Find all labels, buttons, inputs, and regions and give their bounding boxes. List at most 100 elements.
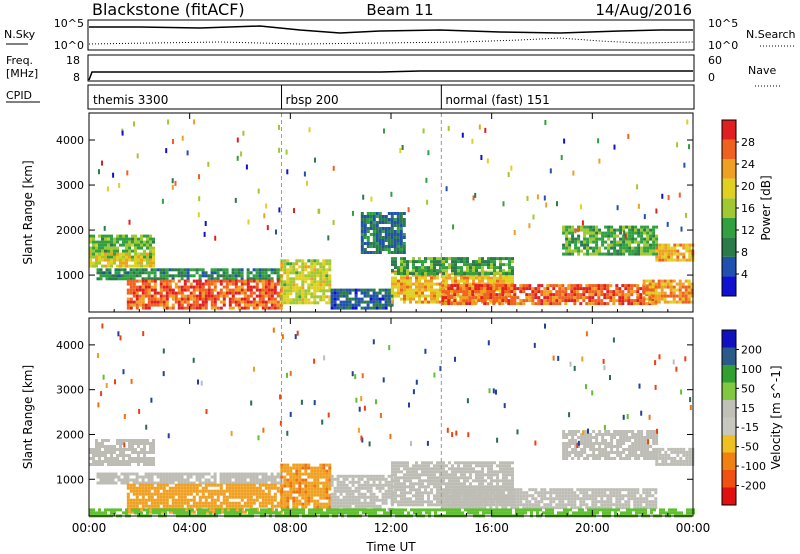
data-cell [403, 276, 406, 280]
data-cell [400, 503, 403, 507]
data-cell [225, 504, 229, 508]
data-cell [101, 463, 104, 466]
data-cell [110, 445, 113, 448]
data-cell [204, 495, 208, 499]
scatter-echo [627, 133, 630, 139]
data-cell [137, 454, 140, 457]
data-cell [366, 212, 370, 215]
data-cell [116, 463, 119, 466]
data-cell [375, 245, 379, 248]
data-cell [95, 249, 98, 253]
data-cell [565, 225, 569, 229]
data-cell [658, 252, 662, 256]
data-cell [441, 506, 445, 510]
scatter-echo [207, 161, 210, 167]
data-cell [246, 274, 250, 278]
data-cell [234, 483, 238, 487]
data-cell [508, 479, 511, 483]
data-cell [316, 487, 320, 491]
data-cell [502, 272, 505, 276]
data-cell [289, 481, 293, 485]
data-cell [504, 497, 508, 501]
data-cell [406, 276, 409, 280]
data-cell [141, 483, 145, 487]
data-cell [325, 502, 329, 506]
data-cell [342, 495, 346, 499]
data-cell [505, 276, 508, 280]
data-cell [222, 492, 226, 496]
scatter-echo [643, 214, 646, 220]
data-cell [316, 499, 320, 503]
data-region [655, 243, 695, 262]
data-cell [457, 269, 460, 273]
data-cell [213, 492, 217, 496]
data-cell [391, 276, 394, 280]
data-cell [99, 475, 103, 479]
scatter-echo [171, 184, 174, 190]
data-cell [92, 451, 95, 454]
data-cell [570, 287, 574, 291]
data-cell [228, 475, 232, 479]
data-cell [399, 251, 403, 254]
data-cell [603, 293, 607, 297]
data-cell [134, 451, 137, 454]
data-cell [246, 475, 250, 479]
data-cell [168, 279, 172, 283]
data-cell [673, 246, 677, 250]
data-cell [453, 299, 457, 303]
data-cell [522, 299, 526, 303]
data-cell [147, 504, 151, 508]
data-cell [489, 494, 493, 498]
data-cell [384, 300, 388, 304]
data-cell [141, 498, 145, 502]
data-cell [183, 271, 187, 275]
data-cell [204, 478, 208, 482]
data-cell [586, 225, 590, 229]
data-cell [258, 277, 262, 281]
data-cell [152, 252, 155, 256]
data-cell [146, 243, 149, 247]
data-cell [292, 271, 296, 275]
data-cell [246, 489, 250, 493]
data-cell [168, 291, 172, 295]
data-cell [537, 287, 541, 291]
data-cell [436, 300, 439, 304]
data-region [96, 268, 283, 281]
data-cell [652, 237, 656, 241]
data-cell [475, 269, 478, 273]
data-cell [231, 282, 235, 286]
data-cell [316, 280, 320, 284]
data-cell [363, 480, 367, 484]
data-cell [528, 284, 532, 288]
data-cell [104, 240, 107, 244]
data-cell [462, 302, 466, 306]
data-cell [240, 492, 244, 496]
data-cell [129, 483, 133, 487]
data-cell [174, 483, 178, 487]
data-cell [412, 269, 415, 273]
data-cell [192, 279, 196, 283]
scatter-echo [580, 204, 582, 210]
data-cell [204, 472, 208, 476]
data-cell [216, 271, 220, 275]
data-cell [348, 480, 352, 484]
data-cell [276, 501, 280, 505]
data-cell [487, 266, 490, 270]
data-cell [369, 242, 373, 245]
data-cell [499, 273, 502, 277]
data-cell [384, 297, 388, 301]
data-cell [495, 296, 499, 300]
data-cell [351, 501, 355, 505]
data-cell [609, 293, 613, 297]
data-cell [564, 488, 568, 492]
data-cell [138, 300, 142, 304]
data-cell [412, 485, 415, 489]
data-cell [456, 503, 460, 507]
data-cell [152, 237, 155, 241]
data-cell [201, 294, 205, 298]
data-cell [270, 306, 274, 310]
data-cell [543, 497, 547, 501]
data-cell [469, 276, 472, 280]
data-cell [96, 268, 100, 272]
data-cell [655, 234, 659, 238]
